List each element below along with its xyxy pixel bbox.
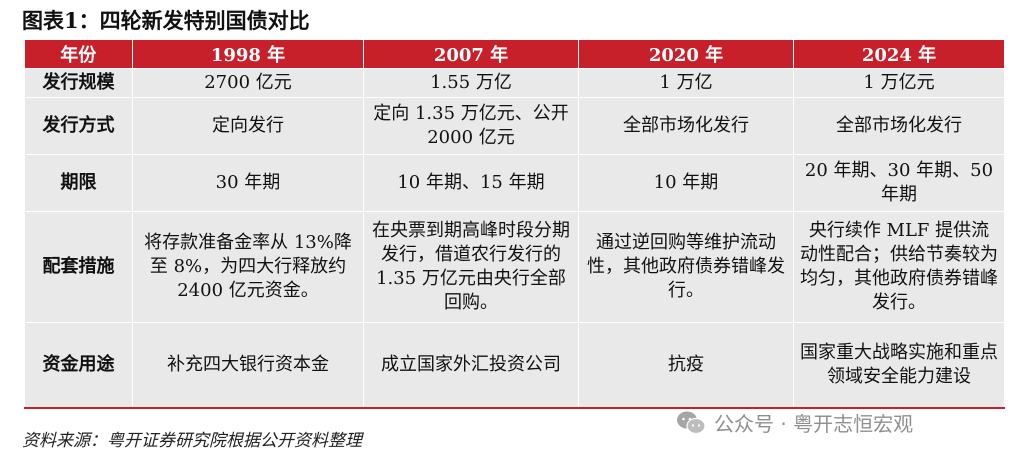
row-label: 配套措施: [24, 211, 133, 323]
table-cell: 定向 1.35 万亿元、公开 2000 亿元: [363, 97, 579, 155]
table-row: 期限 30 年期 10 年期、15 年期 10 年期 20 年期、30 年期、5…: [24, 154, 1005, 212]
watermark-text: 公众号 · 粤开志恒宏观: [714, 412, 914, 436]
table-row: 发行规模 2700 亿元 1.55 万亿 1 万亿 1 万亿元: [24, 68, 1005, 98]
header-row: 年份 1998 年 2007 年 2020 年 2024 年: [24, 40, 1005, 69]
comparison-table: 年份 1998 年 2007 年 2020 年 2024 年 发行规模 2700…: [24, 40, 1005, 409]
table-cell: 2700 亿元: [132, 68, 364, 98]
table-row: 配套措施 将存款准备金率从 13%降至 8%，为四大行释放约 2400 亿元资金…: [24, 211, 1005, 323]
table-cell: 央行续作 MLF 提供流动性配合；供给节奏较为均匀，其他政府债券错峰发行。: [793, 211, 1005, 323]
header-2020: 2020 年: [578, 40, 794, 69]
table-cell: 10 年期: [578, 154, 794, 212]
table-cell: 将存款准备金率从 13%降至 8%，为四大行释放约 2400 亿元资金。: [132, 211, 364, 323]
row-label: 发行方式: [24, 97, 133, 155]
watermark: 公众号 · 粤开志恒宏观: [676, 408, 913, 437]
source-note: 资料来源：粤开证券研究院根据公开资料整理: [22, 431, 362, 451]
table-cell: 定向发行: [132, 97, 364, 155]
table-row: 资金用途 补充四大银行资本金 成立国家外汇投资公司 抗疫 国家重大战略实施和重点…: [24, 322, 1005, 409]
row-label: 资金用途: [24, 322, 133, 409]
table-cell: 30 年期: [132, 154, 364, 212]
row-label: 期限: [24, 154, 133, 212]
table-cell: 1 万亿元: [793, 68, 1005, 98]
table-cell: 10 年期、15 年期: [363, 154, 579, 212]
table-cell: 在央票到期高峰时段分期发行，借道农行发行的 1.35 万亿元由央行全部回购。: [363, 211, 579, 323]
table-cell: 国家重大战略实施和重点领域安全能力建设: [793, 322, 1005, 409]
row-label: 发行规模: [24, 68, 133, 98]
table-row: 发行方式 定向发行 定向 1.35 万亿元、公开 2000 亿元 全部市场化发行…: [24, 97, 1005, 155]
wechat-icon: [676, 410, 706, 436]
comparison-table-container: 年份 1998 年 2007 年 2020 年 2024 年 发行规模 2700…: [24, 40, 1005, 409]
table-cell: 通过逆回购等维护流动性，其他政府债券错峰发行。: [578, 211, 794, 323]
header-year: 年份: [24, 40, 133, 69]
header-2007: 2007 年: [363, 40, 579, 69]
table-cell: 抗疫: [578, 322, 794, 409]
table-cell: 1.55 万亿: [363, 68, 579, 98]
table-cell: 全部市场化发行: [793, 97, 1005, 155]
table-cell: 20 年期、30 年期、50 年期: [793, 154, 1005, 212]
page-title: 图表1：四轮新发特别国债对比: [22, 8, 310, 33]
header-2024: 2024 年: [793, 40, 1005, 69]
table-cell: 补充四大银行资本金: [132, 322, 364, 409]
table-cell: 成立国家外汇投资公司: [363, 322, 579, 409]
table-cell: 全部市场化发行: [578, 97, 794, 155]
table-cell: 1 万亿: [578, 68, 794, 98]
header-1998: 1998 年: [132, 40, 364, 69]
